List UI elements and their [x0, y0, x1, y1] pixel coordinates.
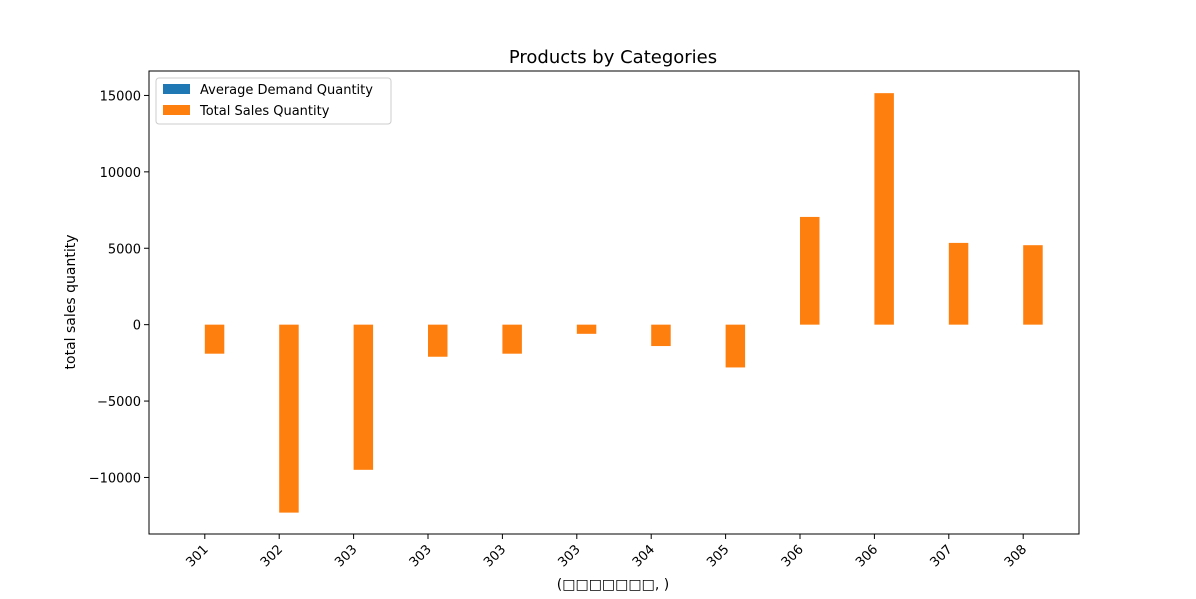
y-tick-label: −10000 — [89, 471, 141, 486]
bar-total-sales — [874, 93, 894, 325]
legend-box — [155, 77, 392, 125]
legend-label: Total Sales Quantity — [199, 104, 330, 119]
bar-total-sales — [800, 216, 820, 325]
bar-total-sales — [502, 324, 522, 354]
bar-total-sales — [204, 324, 225, 354]
plot-area — [148, 70, 1080, 535]
y-axis-label: total sales quantity — [63, 235, 79, 370]
bars-group — [185, 93, 1043, 513]
y-tick-label: 10000 — [100, 166, 141, 181]
y-tick-label: 15000 — [100, 89, 141, 104]
bar-total-sales — [948, 242, 969, 325]
bar-total-sales — [1023, 245, 1043, 325]
bar-total-sales — [725, 324, 746, 368]
bar-total-sales — [353, 324, 374, 470]
bar-total-sales — [428, 324, 448, 357]
legend-swatch — [163, 105, 190, 115]
legend-swatch — [163, 84, 190, 94]
y-tick-label: 0 — [133, 319, 141, 334]
bar-total-sales — [651, 324, 671, 347]
x-axis-label: (□□□□□□□, ) — [557, 577, 669, 593]
y-tick-label: 5000 — [108, 242, 141, 257]
chart-title: Products by Categories — [509, 47, 717, 68]
y-tick-label: −5000 — [97, 395, 141, 410]
bar-total-sales — [576, 324, 597, 334]
bar-total-sales — [279, 324, 299, 513]
y-axis: −10000 −5000 0 5000 10000 15000 — [89, 89, 149, 486]
legend-label: Average Demand Quantity — [200, 83, 373, 98]
plot-frame — [148, 70, 1080, 535]
legend: Average Demand Quantity Total Sales Quant… — [155, 77, 392, 125]
